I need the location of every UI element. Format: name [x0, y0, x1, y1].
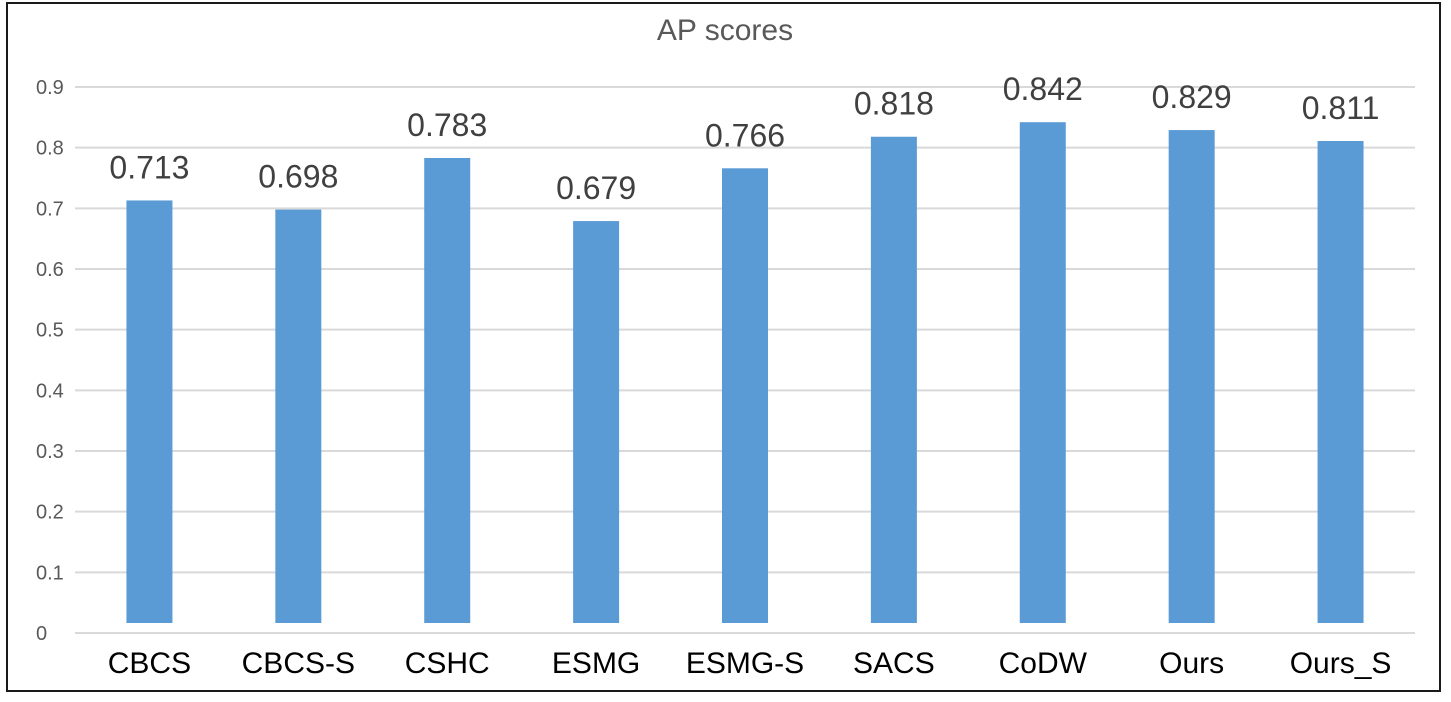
y-axis-tick-labels: 0 0.1 0.2 0.3 0.4 0.5 0.6 0.7 0.8 0.9 [36, 77, 64, 645]
x-category-label: CoDW [999, 647, 1088, 680]
data-label: 0.842 [1003, 71, 1083, 107]
data-label: 0.698 [258, 159, 338, 195]
data-label: 0.829 [1152, 79, 1232, 115]
x-category-label: CBCS [108, 647, 191, 680]
y-tick-label: 0.3 [36, 441, 64, 463]
bar-esmg-s [722, 168, 768, 623]
bar-ours-s [1317, 140, 1364, 623]
data-label: 0.783 [407, 107, 487, 143]
y-tick-label: 0.1 [36, 562, 64, 584]
x-category-label: CBCS-S [242, 647, 355, 680]
data-label: 0.818 [854, 86, 934, 122]
bar-esmg [573, 221, 620, 623]
x-category-label: Ours_S [1290, 647, 1392, 680]
x-category-label: ESMG [552, 647, 640, 680]
chart-title: AP scores [657, 14, 793, 47]
bar-sacs [870, 136, 917, 623]
bar-cbcs [126, 200, 173, 624]
x-axis-category-labels: CBCS CBCS-S CSHC ESMG ESMG-S SACS CoDW Ours Ours… [108, 647, 1392, 680]
data-label: 0.766 [705, 117, 785, 153]
y-tick-label: 0.7 [36, 198, 64, 220]
data-label: 0.811 [1302, 90, 1380, 126]
bar-cbcs-s [275, 209, 322, 623]
data-label: 0.713 [109, 149, 189, 185]
y-tick-label: 0.8 [36, 138, 64, 160]
data-label: 0.679 [556, 170, 636, 206]
y-tick-label: 0.4 [36, 380, 64, 402]
x-category-label: ESMG-S [686, 647, 804, 680]
bar-ours [1168, 130, 1215, 623]
y-tick-label: 0.6 [36, 259, 64, 281]
y-tick-label: 0.9 [36, 77, 64, 99]
data-labels: 0.713 0.698 0.783 0.679 0.766 0.818 0.842 0.829… [109, 71, 1379, 206]
y-tick-label: 0 [36, 623, 47, 645]
bars [126, 122, 1364, 624]
y-tick-label: 0.2 [36, 502, 64, 524]
x-category-label: SACS [853, 647, 935, 680]
x-category-label: CSHC [405, 647, 490, 680]
bar-codw [1019, 122, 1066, 623]
bar-cshc [424, 157, 471, 624]
x-category-label: Ours [1159, 647, 1224, 680]
y-tick-label: 0.5 [36, 320, 64, 342]
